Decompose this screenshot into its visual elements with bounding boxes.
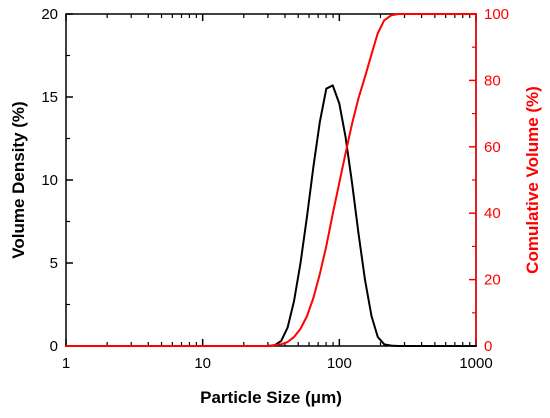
series-group — [65, 13, 477, 347]
cumulative-volume-line — [65, 13, 477, 347]
x-tick-label: 100 — [327, 355, 352, 372]
x-tick-label: 1000 — [459, 355, 492, 372]
y-axis-title: Volume Density (%) — [9, 101, 28, 258]
x-axis-title: Particle Size (μm) — [200, 388, 342, 407]
y2-tick-label: 60 — [484, 139, 501, 156]
ticks — [65, 13, 477, 347]
x-tick-label: 10 — [194, 355, 211, 372]
y-tick-label: 20 — [41, 6, 58, 23]
y-tick-label: 0 — [50, 338, 58, 355]
y2-tick-label: 80 — [484, 72, 501, 89]
x-tick-label: 1 — [62, 355, 70, 372]
volume-density-line — [65, 84, 477, 347]
y-tick-label: 10 — [41, 172, 58, 189]
y2-tick-label: 40 — [484, 205, 501, 222]
y2-tick-label: 100 — [484, 6, 509, 23]
y2-axis-title: Comulative Volume (%) — [523, 86, 542, 274]
y-tick-label: 15 — [41, 89, 58, 106]
y-tick-label: 5 — [50, 255, 58, 272]
plot-frame — [65, 13, 477, 347]
y2-tick-label: 20 — [484, 272, 501, 289]
y2-tick-label: 0 — [484, 338, 492, 355]
